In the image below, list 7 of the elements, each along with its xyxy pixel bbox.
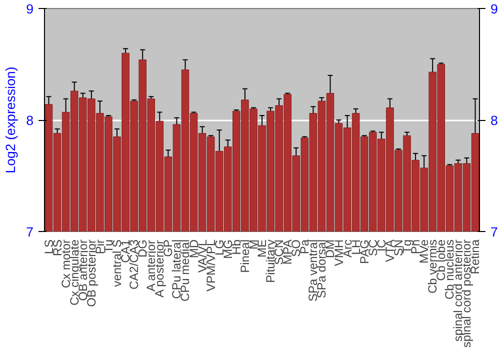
y2-tick-label: 7	[490, 224, 498, 240]
y2-tick-label: 8	[490, 113, 498, 128]
y-tick-label: 9	[26, 2, 34, 16]
y-axis-title: Log2 (expression)	[3, 66, 18, 174]
y-tick-label: 8	[26, 113, 34, 128]
y2-tick-label: 9	[490, 2, 498, 16]
y-tick-label: 7	[26, 224, 34, 240]
